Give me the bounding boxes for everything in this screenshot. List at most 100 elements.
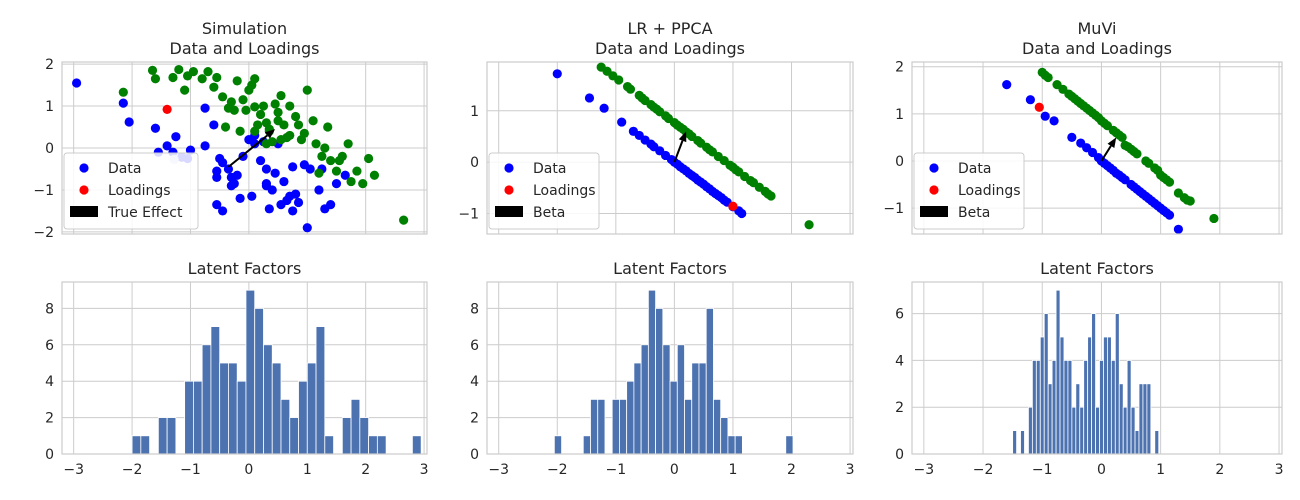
histogram-bar: [298, 380, 308, 454]
data-point: [334, 155, 344, 166]
y-tick-label: 2: [45, 57, 54, 73]
chart-panel-3: −1 0 1 2 Data Loadings Beta MuVi Data and Loadin…: [883, 19, 1283, 235]
data-point: [218, 92, 228, 102]
histogram-bar: [611, 398, 620, 454]
effect-arrow-head: [1107, 137, 1117, 148]
data-point: [235, 126, 245, 136]
histogram-bar: [315, 326, 326, 454]
histogram-bar: [166, 417, 177, 454]
data-point: [229, 105, 239, 115]
x-tick-label: 0: [1097, 462, 1106, 478]
histogram-bar: [1142, 383, 1148, 454]
plot-frame: [911, 61, 1283, 235]
chart-title-line: MuVi: [1078, 19, 1117, 38]
chart-title: Simulation Data and Loadings: [170, 19, 320, 58]
x-tick-label: 3: [1275, 462, 1284, 478]
histogram-bar: [647, 289, 656, 454]
data-point: [273, 116, 283, 126]
data-point: [340, 170, 350, 180]
data-point: [352, 166, 362, 176]
histogram-bar: [1063, 359, 1069, 454]
histogram-bar: [1110, 359, 1116, 454]
data-point: [311, 139, 321, 149]
chart-panel-4: −3 −2 −1 0 1 2 3 0 2 4 6 8 Latent Factors: [45, 259, 428, 478]
histogram-bar: [785, 435, 794, 454]
histogram-bar: [210, 326, 221, 454]
data-point: [308, 116, 318, 126]
legend-label: Beta: [533, 205, 565, 221]
data-point: [212, 172, 222, 182]
chart-title: Latent Factors: [188, 259, 302, 278]
data-point: [346, 176, 356, 187]
data-point: [584, 93, 595, 103]
histogram-bar: [691, 362, 700, 454]
effect-arrow-shaft: [1100, 145, 1112, 162]
histogram-bar: [582, 435, 591, 454]
y-tick-label: 1: [45, 99, 54, 115]
histogram-bar: [1087, 336, 1093, 454]
legend-label: Loadings: [533, 183, 596, 199]
effect-arrow-shaft: [673, 140, 684, 163]
histogram-bar: [306, 362, 317, 454]
data-point: [661, 111, 671, 121]
legend: Data Loadings Beta: [913, 152, 1025, 230]
data-point: [118, 87, 128, 97]
data-point: [273, 107, 283, 117]
data-point: [358, 179, 368, 189]
y-tick-label: 0: [895, 154, 904, 170]
data-point: [317, 151, 327, 161]
chart-title-line: Simulation: [202, 19, 287, 38]
data-point: [212, 200, 222, 210]
histogram-bar: [640, 344, 649, 454]
y-tick-label: 0: [45, 141, 54, 157]
chart-title-line: Latent Factors: [188, 259, 302, 278]
series-data-points: [72, 78, 350, 233]
histogram-bar: [341, 417, 352, 454]
data-point: [331, 179, 342, 189]
data-point: [235, 193, 245, 203]
histogram-bar: [1114, 313, 1120, 454]
data-point: [261, 179, 271, 189]
y-tick-label: 8: [45, 301, 54, 317]
x-tick-label: 1: [728, 462, 737, 478]
histogram-bar: [324, 435, 334, 454]
data-point: [197, 74, 207, 84]
data-point: [614, 75, 624, 85]
histogram-bar: [1134, 430, 1140, 454]
series-data-points: [1037, 67, 1219, 224]
data-point: [291, 111, 301, 122]
histogram-bar: [1012, 430, 1017, 454]
histogram-bar: [1047, 383, 1053, 454]
chart-title-line: Data and Loadings: [595, 39, 745, 58]
data-point: [1049, 116, 1059, 126]
histogram-bar: [350, 398, 361, 454]
data-point: [270, 168, 280, 178]
data-point: [617, 117, 627, 127]
x-tick-label: −3: [488, 462, 509, 478]
data-point: [232, 170, 242, 180]
histogram-bar: [219, 362, 229, 454]
plot-area: [72, 64, 409, 233]
y-tick-label: −2: [33, 225, 54, 241]
data-point: [1043, 72, 1053, 83]
histogram-bar: [1126, 359, 1132, 454]
x-tick-label: −1: [606, 462, 627, 478]
data-point: [188, 67, 198, 77]
y-tick-label: 4: [895, 353, 904, 369]
series-loadings-points: [1034, 102, 1044, 112]
histogram-bar: [619, 398, 628, 454]
data-point: [552, 69, 562, 79]
data-point: [264, 204, 274, 214]
data-point: [299, 128, 309, 138]
histogram-bar: [376, 435, 387, 454]
data-point: [162, 104, 172, 115]
data-point: [185, 145, 196, 155]
data-point: [625, 84, 636, 94]
plot-frame: [61, 61, 428, 235]
plot-frame: [486, 281, 854, 455]
x-tick-label: −2: [973, 462, 994, 478]
data-point: [693, 175, 703, 185]
data-point: [288, 206, 298, 216]
data-point: [238, 95, 248, 105]
histogram-bar: [359, 417, 369, 454]
